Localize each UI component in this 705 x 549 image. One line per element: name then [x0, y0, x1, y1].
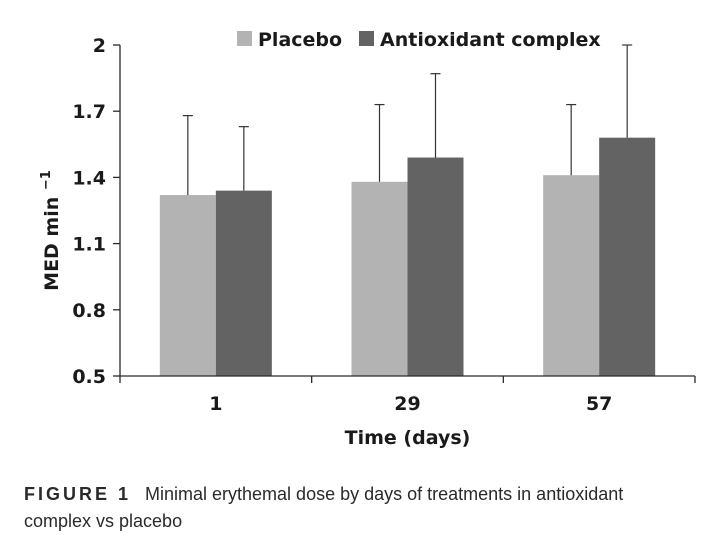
legend-label-antioxidant: Antioxidant complex: [380, 29, 601, 51]
y-tick-label: 1.4: [72, 167, 106, 189]
y-tick-label: 2: [93, 35, 106, 57]
y-tick-label: 1.7: [72, 101, 106, 123]
y-axis-title: MED min −1: [39, 170, 63, 291]
bar-chart: Placebo Antioxidant complex 0.5 0.8 1.1 1.4 1…: [39, 29, 696, 449]
y-tick-label: 1.1: [72, 234, 106, 256]
y-axis-title-main: MED min: [41, 197, 63, 291]
bar-placebo-day-57: [543, 175, 600, 376]
legend-label-placebo: Placebo: [258, 29, 342, 51]
y-ticks: 0.5 0.8 1.1 1.4 1.7 2: [72, 35, 120, 388]
x-axis-title: Time (days): [345, 427, 471, 449]
x-tick-label: 29: [394, 393, 420, 415]
bar-antioxidant-day-1: [215, 190, 272, 376]
axes: [119, 45, 695, 377]
bar-placebo-day-29: [351, 181, 408, 376]
y-axis-title-superscript: −1: [39, 170, 54, 190]
x-tick-label: 1: [209, 393, 222, 415]
figure-caption: FIGURE 1 Minimal erythemal dose by days o…: [24, 481, 684, 535]
legend: Placebo Antioxidant complex: [237, 29, 601, 51]
y-tick-label: 0.8: [72, 300, 106, 322]
figure-caption-text: Minimal erythemal dose by days of treatm…: [24, 484, 624, 531]
bar-antioxidant-day-57: [599, 137, 656, 376]
x-ticks: 1 29 57: [119, 376, 696, 415]
legend-swatch-antioxidant: [359, 31, 374, 46]
figure-label: FIGURE 1: [24, 484, 132, 504]
bars: [159, 137, 656, 376]
error-bars: [182, 44, 633, 196]
y-tick-label: 0.5: [72, 366, 106, 388]
bar-antioxidant-day-29: [407, 157, 464, 376]
bar-placebo-day-1: [159, 195, 216, 376]
x-tick-label: 57: [586, 393, 612, 415]
legend-swatch-placebo: [237, 31, 252, 46]
